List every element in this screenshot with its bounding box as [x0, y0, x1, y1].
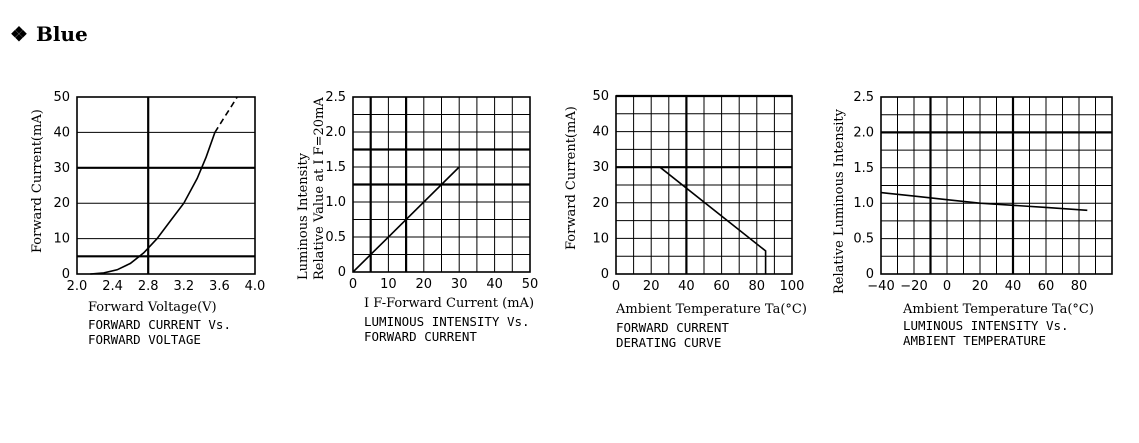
- chart4-plot: −40 −20 0 20 40 60 80 0 0.5 1.0 1.5 2.0 2.5: [853, 90, 1113, 294]
- chart1-series-line: [90, 132, 216, 275]
- chart1-caption-line1: FORWARD CURRENT Vs.: [88, 317, 231, 332]
- chart2-ytick-label: 0: [338, 265, 346, 280]
- chart4-frame: [880, 96, 1113, 275]
- chart1-plot: 2.0 2.4 2.8 3.2 3.6 4.0 0 10 20 30 40 50: [53, 90, 265, 294]
- chart1-xtick-label: 4.0: [245, 279, 266, 294]
- chart4-ytick-label: 2.5: [853, 90, 874, 105]
- chart2-xtick-label: 0: [349, 277, 357, 292]
- chart4-ytick-label: 1.5: [853, 161, 874, 176]
- chart2-caption-line2: FORWARD CURRENT: [364, 329, 477, 344]
- chart2-frame: [352, 96, 531, 273]
- chart2-ytick-label: 2.0: [325, 125, 346, 140]
- diamond-bullet-icon: ❖: [10, 22, 28, 46]
- chart3-xtick-label: 80: [749, 279, 766, 294]
- chart3-ytick-label: 0: [601, 267, 609, 282]
- chart3-plot: 0 20 40 60 80 100 0 10 20 30 40 50: [592, 89, 804, 294]
- chart1-ytick-label: 40: [53, 125, 70, 140]
- chart2-xtick-label: 10: [380, 277, 397, 292]
- chart4-series-line: [880, 191, 1088, 212]
- chart2-caption-line1: LUMINOUS INTENSITY Vs.: [364, 314, 530, 329]
- chart3-caption-line1: FORWARD CURRENT: [616, 320, 729, 335]
- chart2-series-line: [352, 166, 460, 273]
- chart2-ytick-label: 0.5: [325, 230, 346, 245]
- chart1-frame: [76, 96, 256, 275]
- chart4-ytick-label: 2.0: [853, 125, 874, 140]
- chart1-xtick-label: 2.0: [67, 279, 88, 294]
- chart2-ytick-label: 1.5: [325, 160, 346, 175]
- chart1-ytick-label: 20: [53, 196, 70, 211]
- chart3-caption: FORWARD CURRENT DERATING CURVE: [616, 320, 729, 350]
- chart3-xtick-label: 60: [713, 279, 730, 294]
- chart2-xtick-label: 40: [486, 277, 503, 292]
- chart1-xlabel: Forward Voltage(V): [88, 300, 217, 315]
- chart4-ytick-label: 0.5: [853, 232, 874, 247]
- chart1-ytick-label: 30: [53, 161, 70, 176]
- chart1-xtick-label: 3.2: [173, 279, 194, 294]
- section-title: ❖ Blue: [10, 22, 88, 46]
- chart2-ytick-label: 1.0: [325, 195, 346, 210]
- chart2-plot: 0 10 20 30 40 50 0 0.5 1.0 1.5 2.0 2.5: [325, 90, 538, 292]
- chart2-xlabel: I F-Forward Current (mA): [364, 296, 535, 311]
- chart3-xlabel: Ambient Temperature Ta(°C): [616, 302, 807, 317]
- chart4-xtick-label: 40: [1005, 279, 1022, 294]
- section-title-text: Blue: [35, 22, 88, 46]
- chart4-caption-line2: AMBIENT TEMPERATURE: [903, 333, 1046, 348]
- chart1-xtick-label: 2.4: [102, 279, 123, 294]
- chart4-xlabel: Ambient Temperature Ta(°C): [903, 302, 1094, 317]
- chart3-series-line: [616, 166, 767, 274]
- chart3-ytick-label: 50: [592, 89, 609, 104]
- chart1-series-line: [214, 96, 238, 133]
- chart3-xtick-label: 20: [643, 279, 660, 294]
- chart4-caption: LUMINOUS INTENSITY Vs. AMBIENT TEMPERATUR…: [903, 318, 1069, 348]
- chart1-ytick-label: 0: [62, 267, 70, 282]
- chart3-caption-line2: DERATING CURVE: [616, 335, 722, 350]
- chart4-xtick-label: 60: [1038, 279, 1055, 294]
- chart3-ytick-label: 10: [592, 231, 609, 246]
- chart3-ytick-label: 20: [592, 196, 609, 211]
- chart1-ytick-label: 10: [53, 232, 70, 247]
- chart3-xtick-label: 40: [678, 279, 695, 294]
- chart2-caption: LUMINOUS INTENSITY Vs. FORWARD CURRENT: [364, 314, 530, 344]
- chart1-xtick-label: 2.8: [138, 279, 159, 294]
- chart3-xtick-label: 100: [780, 279, 805, 294]
- chart4-xtick-label: −40: [867, 279, 894, 294]
- chart2-xtick-label: 30: [451, 277, 468, 292]
- chart3-xtick-label: 0: [612, 279, 620, 294]
- chart4-caption-line1: LUMINOUS INTENSITY Vs.: [903, 318, 1069, 333]
- chart4-xtick-label: 80: [1071, 279, 1088, 294]
- chart4-ytick-label: 0: [866, 267, 874, 282]
- chart1-ytick-label: 50: [53, 90, 70, 105]
- chart2-xtick-label: 50: [522, 277, 539, 292]
- chart4-ytick-label: 1.0: [853, 196, 874, 211]
- chart4-xtick-label: 0: [943, 279, 951, 294]
- chart1-xtick-label: 3.6: [209, 279, 230, 294]
- chart1-caption-line2: FORWARD VOLTAGE: [88, 332, 201, 347]
- chart1-caption: FORWARD CURRENT Vs. FORWARD VOLTAGE: [88, 317, 231, 347]
- chart3-ytick-label: 30: [592, 160, 609, 175]
- chart4-xtick-label: 20: [972, 279, 989, 294]
- chart2-xtick-label: 20: [416, 277, 433, 292]
- chart3-ytick-label: 40: [592, 125, 609, 140]
- chart2-ytick-label: 2.5: [325, 90, 346, 105]
- chart4-xtick-label: −20: [900, 279, 927, 294]
